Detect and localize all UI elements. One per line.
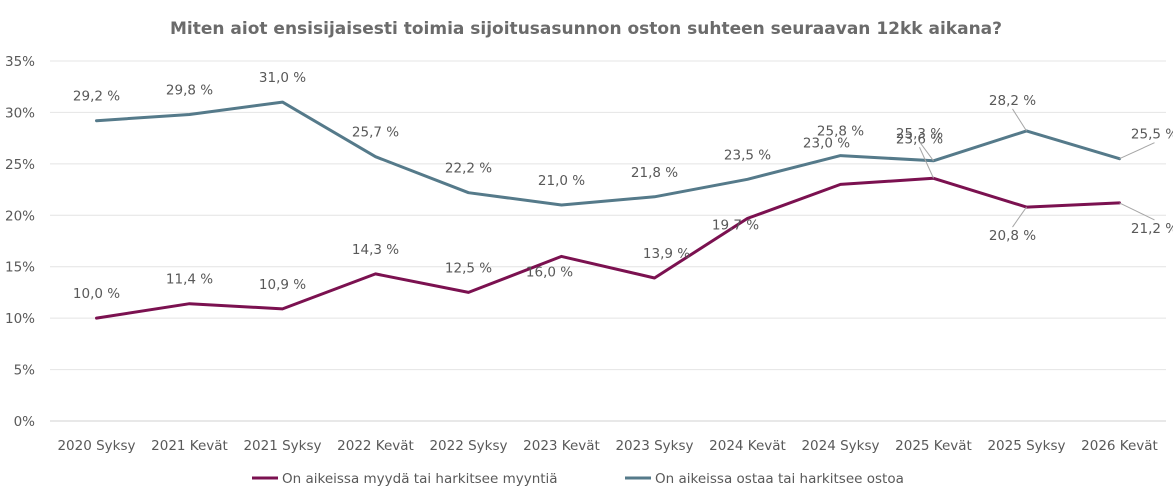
label-leader-line [1119, 202, 1155, 221]
x-tick-label: 2024 Syksy [801, 438, 879, 454]
data-label: 25,8 % [817, 124, 864, 140]
x-tick-label: 2025 Kevät [895, 438, 972, 454]
y-tick-label: 15% [5, 260, 35, 276]
data-label: 29,2 % [73, 89, 120, 105]
x-tick-label: 2021 Syksy [243, 438, 321, 454]
y-tick-label: 30% [5, 105, 35, 121]
y-tick-label: 5% [14, 363, 36, 379]
y-axis-ticks: 0% 5% 10% 15% 20% 25% 30% 35% [5, 54, 35, 430]
label-leader-line [1119, 142, 1155, 160]
data-label: 28,2 % [989, 93, 1036, 109]
gridlines [50, 60, 1166, 422]
data-label: 13,9 % [643, 246, 690, 262]
x-tick-label: 2020 Syksy [57, 438, 135, 454]
data-label: 23,6 % [896, 131, 943, 147]
label-leader-line [1012, 108, 1027, 132]
label-leader-line [919, 147, 934, 179]
x-tick-label: 2026 Kevät [1081, 438, 1158, 454]
legend: On aikeissa myydä tai harkitsee myyntiä O… [252, 471, 904, 487]
x-tick-label: 2022 Kevät [337, 438, 414, 454]
data-label: 22,2 % [445, 161, 492, 177]
data-label: 20,8 % [989, 228, 1036, 244]
data-label: 10,9 % [259, 277, 306, 293]
data-label: 25,7 % [352, 125, 399, 141]
x-axis-ticks: 2020 Syksy 2021 Kevät 2021 Syksy 2022 Kevät… [57, 438, 1157, 454]
y-tick-label: 20% [5, 208, 35, 224]
series-lines [95, 100, 1121, 320]
data-label: 23,5 % [724, 147, 771, 163]
data-label: 16,0 % [526, 264, 573, 280]
data-label: 11,4 % [166, 272, 213, 288]
data-label: 25,3 % [896, 126, 943, 142]
data-label: 19,7 % [712, 217, 759, 233]
data-label: 23,0 % [803, 135, 850, 151]
x-tick-label: 2025 Syksy [987, 438, 1065, 454]
y-tick-label: 25% [5, 157, 35, 173]
data-label: 14,3 % [352, 242, 399, 258]
data-label: 21,0 % [538, 173, 585, 189]
chart-title: Miten aiot ensisijaisesti toimia sijoitu… [170, 19, 1002, 39]
legend-label-2: On aikeissa ostaa tai harkitsee ostoa [655, 471, 904, 487]
data-label: 10,0 % [73, 286, 120, 302]
x-tick-label: 2024 Kevät [709, 438, 786, 454]
x-tick-label: 2022 Syksy [429, 438, 507, 454]
data-label: 12,5 % [445, 260, 492, 276]
x-tick-label: 2023 Syksy [615, 438, 693, 454]
series-line-2 [95, 100, 1121, 207]
data-label: 25,5 % [1131, 127, 1173, 143]
y-tick-label: 35% [5, 54, 35, 70]
label-leader-line [1012, 206, 1027, 228]
data-label: 21,8 % [631, 165, 678, 181]
data-labels: 10,0 % 11,4 % 10,9 % 14,3 % 12,5 % 16,0 % 13,9… [73, 70, 1173, 302]
x-tick-label: 2023 Kevät [523, 438, 600, 454]
data-label: 21,2 % [1131, 221, 1173, 237]
data-label: 31,0 % [259, 70, 306, 86]
label-leader-line [919, 141, 934, 162]
y-tick-label: 10% [5, 311, 35, 327]
legend-label-1: On aikeissa myydä tai harkitsee myyntiä [282, 471, 558, 487]
y-tick-label: 0% [14, 414, 36, 430]
x-tick-label: 2021 Kevät [151, 438, 228, 454]
series-line-1 [95, 176, 1121, 320]
data-label: 29,8 % [166, 82, 213, 98]
